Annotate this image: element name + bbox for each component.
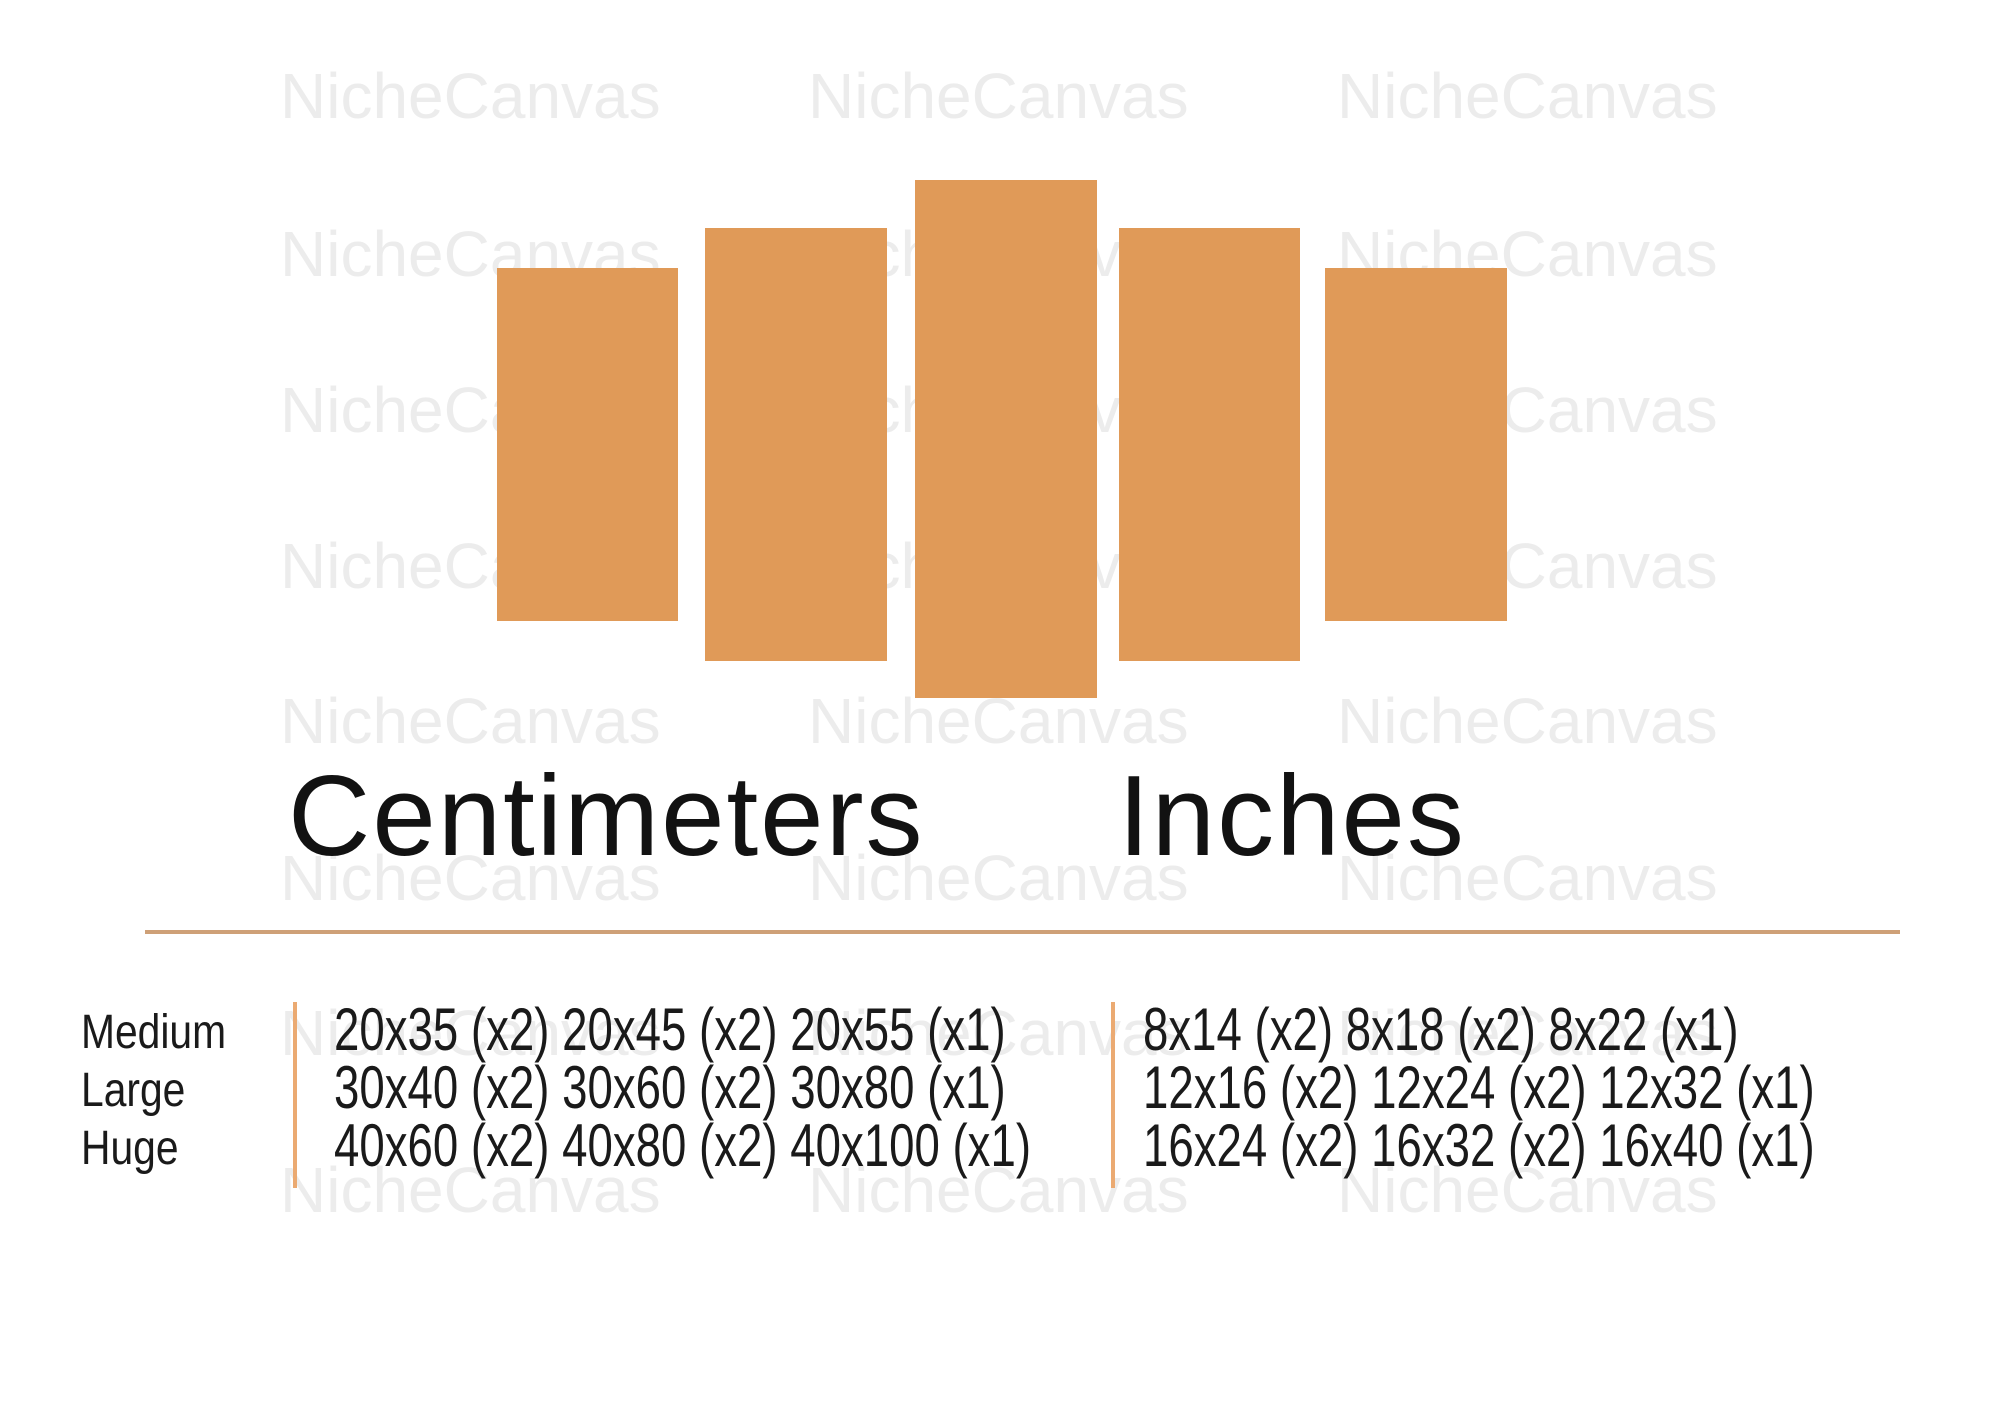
canvas-panel-5 [1325, 268, 1507, 621]
watermark-text: NicheCanvas [280, 842, 661, 914]
watermark-text: NicheCanvas [808, 1154, 1189, 1226]
watermark-text: NicheCanvas [1337, 60, 1718, 132]
centimeters-medium: 20x35 (x2) 20x45 (x2) 20x55 (x1) [334, 996, 1006, 1063]
watermark-text: NicheCanvas [808, 685, 1189, 757]
size-label-column: Medium Large Huge [81, 1004, 252, 1178]
watermark-text: NicheCanvas [280, 1154, 661, 1226]
canvas-panel-2 [705, 228, 887, 661]
watermark-text: NicheCanvas [808, 60, 1189, 132]
inches-heading: Inches [1118, 753, 1466, 880]
watermark-text: NicheCanvas [1337, 685, 1718, 757]
inches-large: 12x16 (x2) 12x24 (x2) 12x32 (x1) [1143, 1054, 1815, 1121]
centimeters-heading: Centimeters [288, 753, 925, 880]
watermark-text: NicheCanvas [1337, 1154, 1718, 1226]
vertical-divider-left [293, 1002, 297, 1188]
size-label-large: Large [81, 1064, 186, 1117]
watermark-text: NicheCanvas [280, 997, 661, 1069]
inches-value-column: 8x14 (x2) 8x18 (x2) 8x22 (x1) 12x16 (x2)… [1143, 996, 2003, 1179]
vertical-divider-right [1111, 1002, 1115, 1188]
horizontal-divider-line [145, 930, 1900, 934]
watermark-text: NicheCanvas [1337, 997, 1718, 1069]
canvas-panel-3 [915, 180, 1097, 698]
size-label-medium: Medium [81, 1006, 227, 1059]
inches-huge: 16x24 (x2) 16x32 (x2) 16x40 (x1) [1143, 1112, 1815, 1179]
watermark-text: NicheCanvas [280, 60, 661, 132]
watermark-text: NicheCanvas [808, 997, 1189, 1069]
centimeters-huge: 40x60 (x2) 40x80 (x2) 40x100 (x1) [334, 1112, 1032, 1179]
watermark-text: NicheCanvas [808, 842, 1189, 914]
canvas-panel-1 [497, 268, 678, 621]
centimeters-large: 30x40 (x2) 30x60 (x2) 30x80 (x1) [334, 1054, 1006, 1121]
watermark-text: NicheCanvas [1337, 842, 1718, 914]
inches-medium: 8x14 (x2) 8x18 (x2) 8x22 (x1) [1143, 996, 1739, 1063]
centimeters-value-column: 20x35 (x2) 20x45 (x2) 20x55 (x1) 30x40 (… [334, 996, 1251, 1179]
size-label-huge: Huge [81, 1122, 179, 1175]
canvas-panel-4 [1119, 228, 1300, 661]
watermark-text: NicheCanvas [280, 685, 661, 757]
